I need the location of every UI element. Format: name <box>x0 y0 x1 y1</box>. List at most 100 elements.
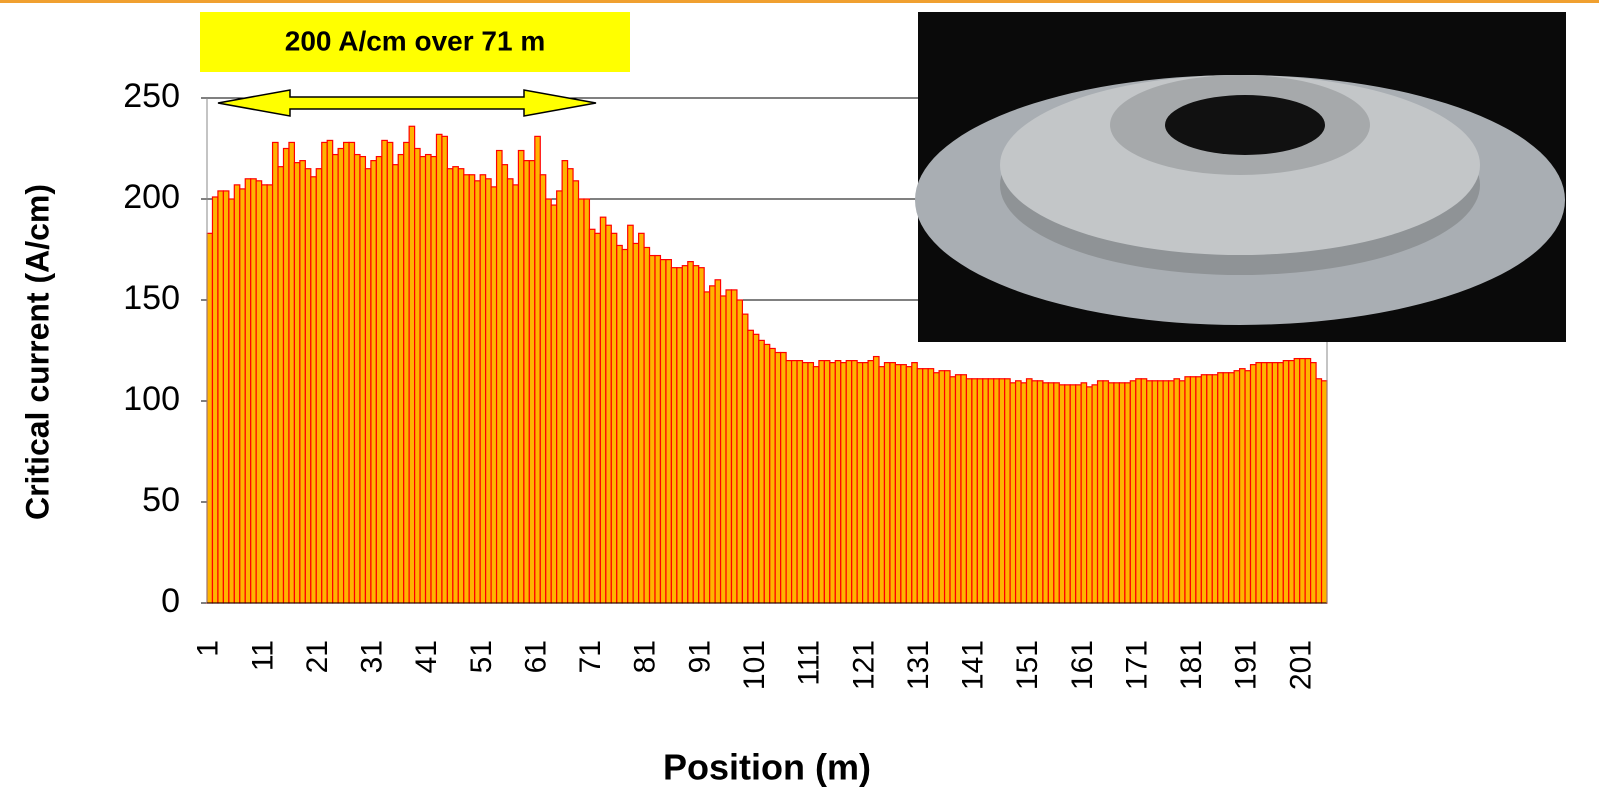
bar <box>632 242 640 604</box>
bar <box>1249 364 1257 604</box>
bar <box>457 168 465 604</box>
bar <box>512 184 520 604</box>
bar <box>780 351 787 604</box>
bar <box>982 378 989 604</box>
bar <box>490 186 498 604</box>
bar <box>790 360 798 604</box>
bar <box>337 147 345 604</box>
x-tick-label: 191 <box>1230 640 1263 690</box>
x-tick-label: 121 <box>847 640 880 690</box>
x-tick-label: 81 <box>629 640 662 673</box>
x-tick-label: 91 <box>683 640 716 673</box>
bar <box>1036 380 1044 604</box>
y-tick-label: 0 <box>161 582 180 620</box>
bar <box>446 168 454 604</box>
bar <box>1058 384 1066 604</box>
bar <box>829 362 836 604</box>
bar <box>976 378 984 604</box>
bar <box>709 285 716 604</box>
bar <box>556 190 563 604</box>
bar <box>840 362 847 604</box>
bar <box>397 153 405 604</box>
bar <box>435 133 443 604</box>
x-tick-label: 21 <box>301 640 334 673</box>
bar <box>495 149 503 604</box>
x-tick-label: 151 <box>1011 640 1044 690</box>
bar <box>282 147 290 604</box>
bar <box>774 351 782 604</box>
bar <box>1244 370 1252 604</box>
bar <box>1135 378 1142 604</box>
y-tick-label: 50 <box>142 481 180 519</box>
bar <box>255 180 263 604</box>
bar <box>288 141 296 604</box>
bar <box>949 376 957 604</box>
bar <box>1293 357 1301 604</box>
bar <box>856 362 864 604</box>
bar <box>1277 362 1284 604</box>
x-tick-label: 61 <box>519 640 552 673</box>
bar <box>211 196 219 604</box>
bar <box>561 160 569 604</box>
bar <box>222 190 230 604</box>
bar <box>359 155 367 604</box>
bar <box>1260 362 1268 604</box>
bar <box>621 248 629 604</box>
bar <box>818 360 825 604</box>
bar <box>1162 380 1170 604</box>
bar <box>796 360 804 604</box>
y-tick-label: 200 <box>123 178 180 216</box>
bar <box>342 141 350 604</box>
bar <box>539 174 547 604</box>
bar <box>922 368 929 604</box>
bar <box>463 174 470 604</box>
bar <box>943 370 951 604</box>
bar <box>845 360 853 604</box>
bar <box>659 259 667 604</box>
bar <box>403 141 410 604</box>
bar <box>414 147 421 604</box>
bar <box>965 378 973 604</box>
bar <box>1178 380 1186 604</box>
bar <box>616 244 623 604</box>
bar <box>545 198 552 604</box>
bar <box>1299 357 1306 604</box>
bar <box>736 299 744 604</box>
bar <box>900 364 907 604</box>
bar <box>1255 362 1263 604</box>
bar <box>698 267 705 604</box>
bar <box>1140 378 1148 604</box>
photo <box>915 12 1566 342</box>
bar <box>266 184 274 604</box>
bar <box>807 362 815 604</box>
bar <box>228 198 235 604</box>
bar <box>872 355 880 604</box>
bar <box>1053 382 1060 604</box>
annotation-box <box>200 12 630 72</box>
bar <box>1206 374 1213 604</box>
bar <box>299 160 306 604</box>
x-tick-label: 51 <box>465 640 498 673</box>
bar <box>370 160 377 604</box>
bar <box>277 166 285 604</box>
bar <box>763 343 771 604</box>
bar <box>954 374 962 604</box>
bar <box>348 141 356 604</box>
bar <box>862 362 869 604</box>
bar <box>321 141 328 604</box>
bar <box>627 224 634 604</box>
bar <box>250 178 257 604</box>
bar <box>1107 382 1115 604</box>
bar <box>878 366 886 604</box>
bar <box>392 164 399 604</box>
bar <box>386 141 394 604</box>
bar <box>474 180 481 604</box>
bar <box>998 378 1006 604</box>
x-tick-label: 201 <box>1284 640 1317 690</box>
bar <box>271 141 279 604</box>
y-tick-label: 150 <box>123 279 180 317</box>
bar <box>643 246 651 604</box>
bar <box>933 372 940 604</box>
bar <box>1020 382 1028 604</box>
